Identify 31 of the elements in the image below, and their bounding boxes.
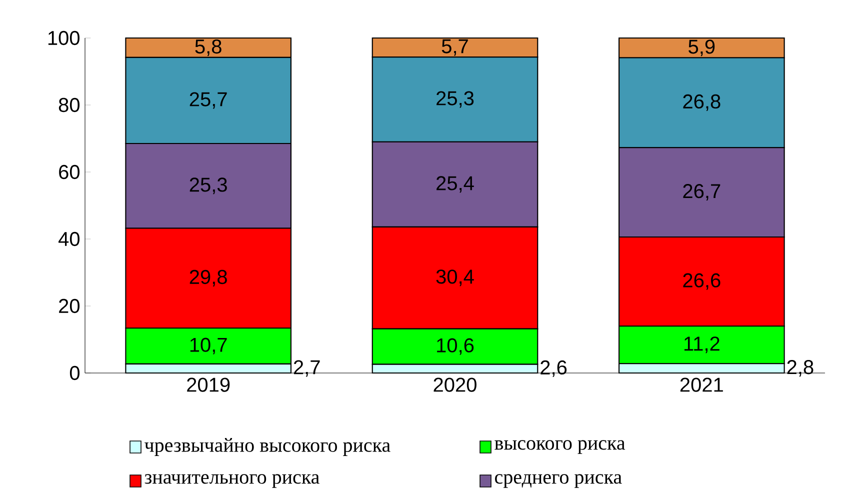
data-label: 11,2	[684, 336, 720, 354]
y-tick-label: 0	[70, 366, 80, 380]
y-tick-label: 20	[59, 298, 80, 314]
data-label: 2,7	[294, 360, 320, 377]
data-label: 25,3	[190, 178, 227, 194]
data-label: 25,3	[436, 91, 474, 108]
data-label: 25,7	[190, 92, 227, 109]
data-label: 29,8	[190, 270, 227, 286]
data-label: 26,8	[683, 94, 720, 111]
data-label: 5,9	[688, 40, 715, 56]
y-tick-label: 60	[59, 164, 80, 180]
data-label: 10,7	[190, 338, 227, 354]
y-tick-label: 100	[48, 30, 80, 46]
data-label: 2,8	[787, 360, 814, 377]
y-tick-label: 40	[58, 232, 80, 246]
x-tick-label: 2019	[187, 378, 230, 392]
legend-label: значительного риска	[144, 474, 320, 488]
data-label: 26,6	[683, 273, 720, 290]
data-label: 26,7	[683, 184, 720, 201]
legend-label: чрезвычайно высокого риска	[144, 438, 390, 456]
legend-label: среднего риска	[495, 474, 622, 488]
x-tick-label: 2021	[680, 378, 723, 392]
data-label: 5,8	[195, 39, 222, 56]
legend-label: высокого риска	[494, 440, 626, 454]
y-tick-label: 80	[58, 98, 80, 112]
x-tick-label: 2020	[434, 378, 476, 392]
data-label: 10,6	[437, 338, 474, 355]
data-label: 5,7	[442, 39, 468, 56]
data-label: 2,6	[540, 360, 567, 377]
data-label: 30,4	[436, 270, 474, 286]
data-label: 25,4	[436, 176, 474, 193]
